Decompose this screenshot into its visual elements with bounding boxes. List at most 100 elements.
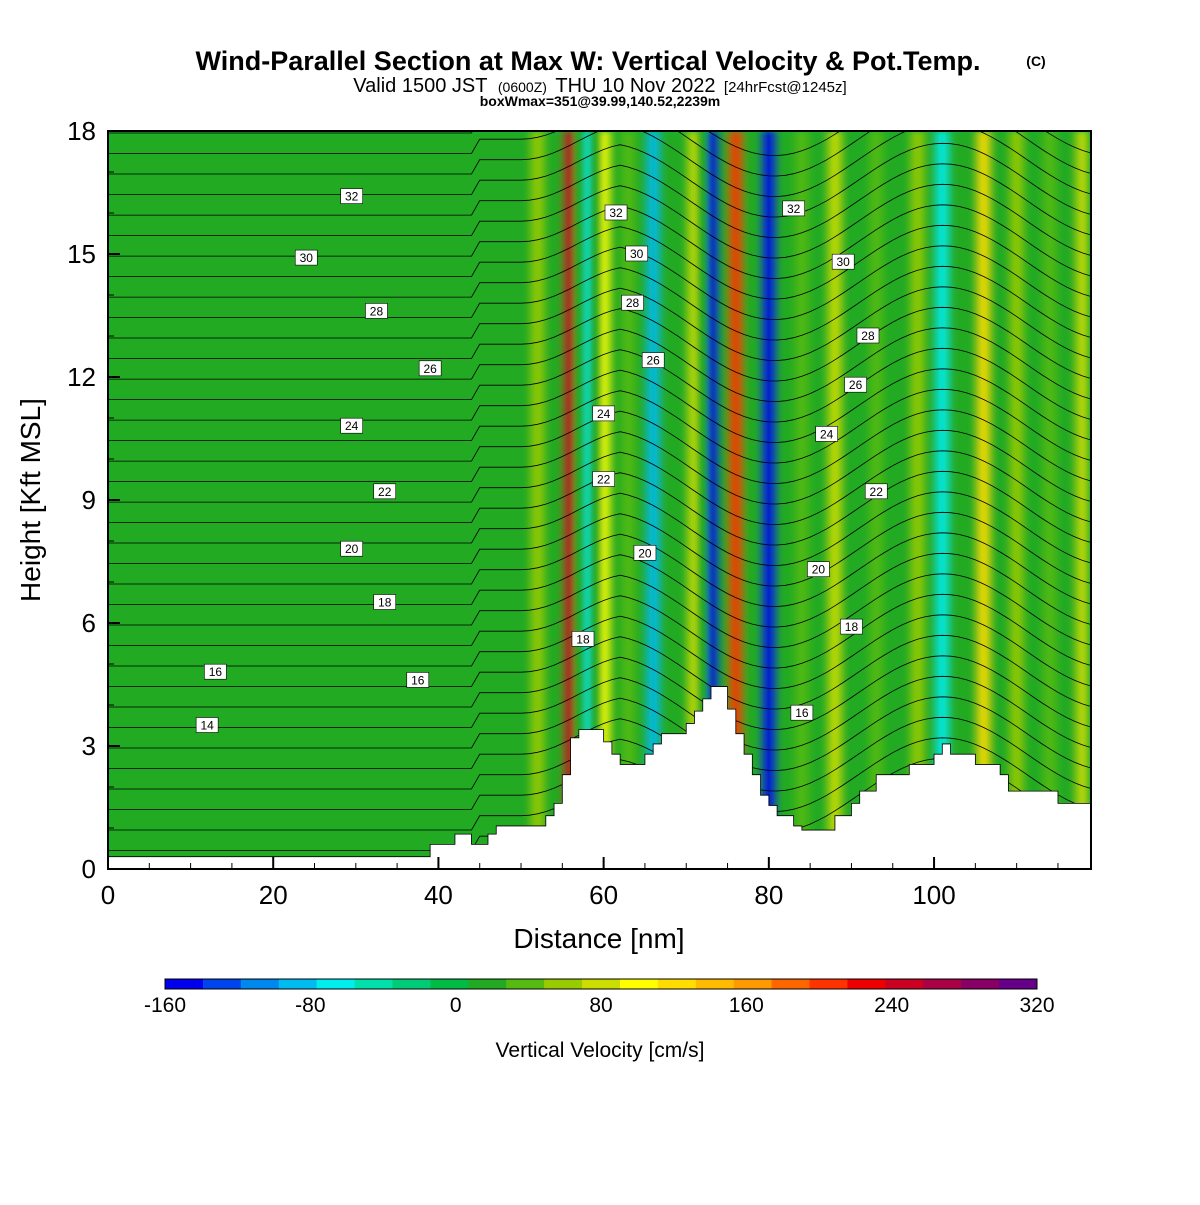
- colorbar-cell: [771, 979, 811, 989]
- isentrope-label: 32: [340, 188, 363, 204]
- y-tick-label: 15: [67, 239, 96, 269]
- isentrope-line: [108, 163, 1091, 238]
- colorbar-cell: [695, 979, 735, 989]
- copyright-mark: (C): [1026, 53, 1045, 69]
- isentrope-line: [108, 131, 1091, 197]
- y-tick-label: 12: [67, 362, 96, 392]
- isentrope-label-box: [418, 360, 442, 377]
- isentrope-label-text: 18: [845, 620, 859, 634]
- isentrope-label-box: [633, 544, 657, 561]
- colorbar-ticks: -160 -80 0 80 160 240 320: [144, 994, 1055, 1017]
- isentrope-line: [108, 634, 1091, 710]
- colorbar-cell: [165, 979, 204, 989]
- x-axis-label: Distance [nm]: [513, 923, 684, 954]
- y-tick-label: 3: [82, 731, 96, 761]
- isentrope-line: [108, 511, 1091, 587]
- isentrope-label: 16: [204, 663, 227, 680]
- y-axis: 0 3 6 9 12 15 18: [67, 116, 120, 884]
- isentrope-label-box: [373, 594, 397, 610]
- isentrope-label-text: 22: [870, 485, 884, 499]
- isentrope-label-box: [571, 631, 595, 647]
- isentrope-label: 28: [365, 303, 388, 319]
- colorbar-cell: [202, 979, 242, 989]
- isentrope-label: 18: [373, 594, 397, 610]
- isentrope-label-box: [621, 294, 644, 311]
- isentrope-line: [108, 142, 1091, 218]
- isentrope-label-text: 24: [820, 427, 834, 441]
- isentrope-line: [108, 224, 1091, 300]
- terrain-mask: [108, 686, 1091, 869]
- isentrope-label-box: [604, 204, 628, 221]
- colorbar-tick-label: 160: [729, 994, 764, 1017]
- colorbar-tick-label: 80: [589, 994, 612, 1017]
- colorbar-cell: [354, 979, 393, 989]
- isentrope-label-box: [365, 303, 388, 319]
- isentrope-label-text: 26: [849, 378, 863, 392]
- isentrope-label-text: 18: [378, 596, 392, 610]
- y-tick-label: 6: [82, 608, 96, 638]
- isentrope-line: [108, 491, 1091, 566]
- isentrope-line: [108, 614, 1091, 689]
- colorbar-cell: [544, 979, 583, 989]
- subtitle-zulu: (0600Z): [498, 79, 547, 95]
- isentrope-line: [108, 245, 1091, 320]
- isentrope-label-text: 20: [638, 546, 652, 560]
- colorbar-frame: [164, 978, 1038, 990]
- isentrope-line: [108, 347, 1091, 423]
- colorbar-tick-label: 0: [450, 994, 462, 1017]
- isentrope-line: [108, 429, 1091, 505]
- isentrope-label-text: 32: [787, 202, 801, 216]
- colorbar-cell: [999, 979, 1038, 989]
- subtitle-date: THU 10 Nov 2022: [555, 75, 715, 97]
- isentrope-label-text: 20: [345, 542, 359, 556]
- isentrope-label-box: [204, 663, 227, 680]
- x-tick-label: 0: [101, 880, 115, 910]
- isentrope-label-text: 22: [597, 473, 611, 487]
- colorbar-cell: [961, 979, 1000, 989]
- isentrope-label-box: [406, 672, 430, 688]
- chart-subtitle: Valid 1500 JST (0600Z) THU 10 Nov 2022 […: [353, 75, 846, 97]
- colorbar-tick-label: 240: [874, 994, 909, 1017]
- y-tick-label: 18: [67, 116, 96, 146]
- isentrope-label: 28: [621, 294, 644, 311]
- isentrope-line: [108, 675, 1091, 751]
- colorbar-cell: [316, 979, 356, 989]
- isentrope-label-box: [294, 249, 318, 266]
- isentrope-label: 32: [604, 204, 628, 221]
- isentrope-label-box: [782, 200, 805, 217]
- isentrope-label-box: [856, 327, 880, 344]
- isentrope-label: 24: [592, 405, 615, 422]
- isentrope-label-text: 16: [795, 706, 809, 720]
- isentrope-label-text: 28: [861, 329, 875, 343]
- x-axis: 0 20 40 60 80 100: [101, 857, 1059, 910]
- y-axis-label: Height [Kft MSL]: [15, 398, 46, 602]
- isentrope-label: 18: [840, 618, 863, 635]
- isentrope-line: [108, 696, 1091, 771]
- chart-title: Wind-Parallel Section at Max W: Vertical…: [196, 46, 981, 76]
- isentrope-line: [108, 450, 1091, 525]
- isentrope-label-box: [340, 188, 363, 204]
- isentrope-label-box: [340, 540, 363, 557]
- isentrope-label: 28: [856, 327, 880, 344]
- colorbar-cell: [240, 979, 280, 989]
- y-tick-label: 0: [82, 854, 96, 884]
- isentrope-label: 22: [864, 483, 888, 500]
- colorbar-cell: [885, 979, 924, 989]
- isentrope-label-text: 22: [378, 485, 392, 499]
- isentrope-line: [108, 286, 1091, 361]
- isentrope-label-text: 16: [209, 665, 223, 679]
- isentrope-line: [108, 265, 1091, 341]
- isentrope-line: [108, 716, 1091, 792]
- isentrope-label: 18: [571, 631, 595, 647]
- isentrope-label-box: [373, 483, 397, 500]
- isentrope-label-text: 24: [597, 407, 611, 421]
- x-tick-label: 60: [589, 880, 618, 910]
- isentrope-label-text: 26: [647, 354, 661, 368]
- colorbar-tick-label: -80: [295, 994, 325, 1017]
- isentrope-label-text: 30: [300, 251, 314, 265]
- isentrope-label-text: 32: [609, 206, 623, 220]
- isentrope-label-text: 32: [345, 190, 359, 204]
- colorbar-cell: [809, 979, 848, 989]
- isentrope-line: [108, 306, 1091, 382]
